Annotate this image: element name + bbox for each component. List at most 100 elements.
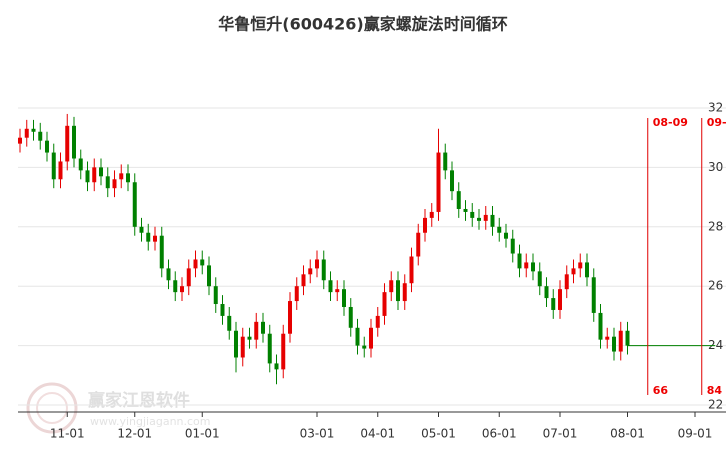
candle-body <box>524 262 529 269</box>
x-tick-label: 03-01 <box>300 427 335 441</box>
candle-body <box>227 315 232 331</box>
candle-body <box>18 137 22 144</box>
candle-body <box>355 327 360 346</box>
candle-body <box>126 173 130 183</box>
candle-body <box>342 289 346 307</box>
candle-body <box>234 330 238 358</box>
y-tick-label: 28 <box>708 219 723 233</box>
candle-body <box>315 259 319 269</box>
y-tick-label: 26 <box>708 279 723 293</box>
candle-body <box>463 208 468 212</box>
candle-body <box>193 259 198 269</box>
candle-body <box>45 140 49 153</box>
candle-body <box>389 280 394 293</box>
candle-body <box>578 262 583 269</box>
candle-body <box>261 321 265 334</box>
candle-body <box>274 363 279 370</box>
candle-body <box>38 131 43 141</box>
watermark-url: www.yingjiagann.com <box>90 415 211 428</box>
x-tick-label: 01-01 <box>185 427 220 441</box>
candle-body <box>78 158 83 171</box>
x-tick-label: 08-01 <box>610 427 645 441</box>
candle-body <box>24 128 29 138</box>
x-tick-label: 09-01 <box>678 427 713 441</box>
candle-body <box>213 286 218 305</box>
candle-body <box>375 315 380 328</box>
candle-body <box>618 330 623 352</box>
candle-body <box>328 280 333 293</box>
candle-body <box>85 170 90 183</box>
candle-body <box>362 345 367 349</box>
candle-body <box>173 280 178 293</box>
candle-body <box>51 152 56 180</box>
candle-body <box>490 214 495 227</box>
x-tick-label: 12-01 <box>117 427 152 441</box>
candle-body <box>436 152 441 212</box>
candle-body <box>92 167 97 183</box>
candle-body <box>585 262 589 278</box>
candle-body <box>625 330 630 346</box>
candle-body <box>537 271 542 287</box>
candle-body <box>288 301 292 334</box>
chart-title: 华鲁恒升(600426)赢家螺旋法时间循环 <box>218 15 507 34</box>
watermark-logo <box>26 382 78 434</box>
y-tick-label: 24 <box>708 338 723 352</box>
candle-body <box>348 306 353 328</box>
candle-body <box>382 292 387 316</box>
candle-body <box>301 274 306 287</box>
candle-body <box>321 259 326 281</box>
candle-body <box>517 253 522 269</box>
y-tick-label: 32 <box>708 101 723 115</box>
candle-body <box>180 286 184 293</box>
candle-body <box>483 214 488 221</box>
candle-body <box>139 226 144 233</box>
candle-body <box>551 298 556 310</box>
candle-body <box>396 280 400 302</box>
candle-body <box>456 191 461 209</box>
cycle-date: 08-09 <box>653 116 688 129</box>
candle-body <box>544 286 549 299</box>
candle-body <box>564 274 569 290</box>
y-tick-label: 22 <box>708 398 723 412</box>
watermark-text: 赢家江恩软件 <box>88 390 190 411</box>
candle-body <box>146 232 151 242</box>
candle-body <box>497 226 502 233</box>
candle-body <box>72 125 76 159</box>
candle-body <box>470 211 475 218</box>
candle-body <box>99 167 103 177</box>
candle-body <box>591 277 596 313</box>
x-tick-label: 04-01 <box>360 427 395 441</box>
cycle-count: 84 <box>707 384 723 397</box>
candle-body <box>200 259 205 266</box>
candle-body <box>186 268 191 287</box>
candle-body <box>504 232 508 239</box>
y-tick-label: 30 <box>708 160 723 174</box>
candle-body <box>369 327 373 349</box>
candle-body <box>132 182 137 227</box>
cycle-count: 66 <box>653 384 669 397</box>
cycle-date: 09- <box>707 116 726 129</box>
candle-body <box>429 211 434 218</box>
candle-body <box>416 232 421 257</box>
x-tick-label: 07-01 <box>543 427 578 441</box>
candle-body <box>159 235 164 269</box>
candle-body <box>402 283 407 302</box>
x-tick-label: 06-01 <box>482 427 517 441</box>
candle-body <box>612 336 616 352</box>
candle-body <box>308 268 313 275</box>
candle-body <box>153 235 157 242</box>
candle-body <box>119 173 124 180</box>
candle-body <box>531 262 535 272</box>
candle-body <box>450 170 454 192</box>
watermark-logo <box>36 392 68 424</box>
candle-body <box>254 321 259 340</box>
candle-body <box>281 333 286 370</box>
candle-body <box>598 312 603 340</box>
candle-body <box>166 268 171 281</box>
candle-body <box>58 161 63 180</box>
candle-body <box>477 217 481 221</box>
candle-body <box>443 152 448 171</box>
candle-body <box>267 333 272 364</box>
candle-body <box>247 336 252 340</box>
